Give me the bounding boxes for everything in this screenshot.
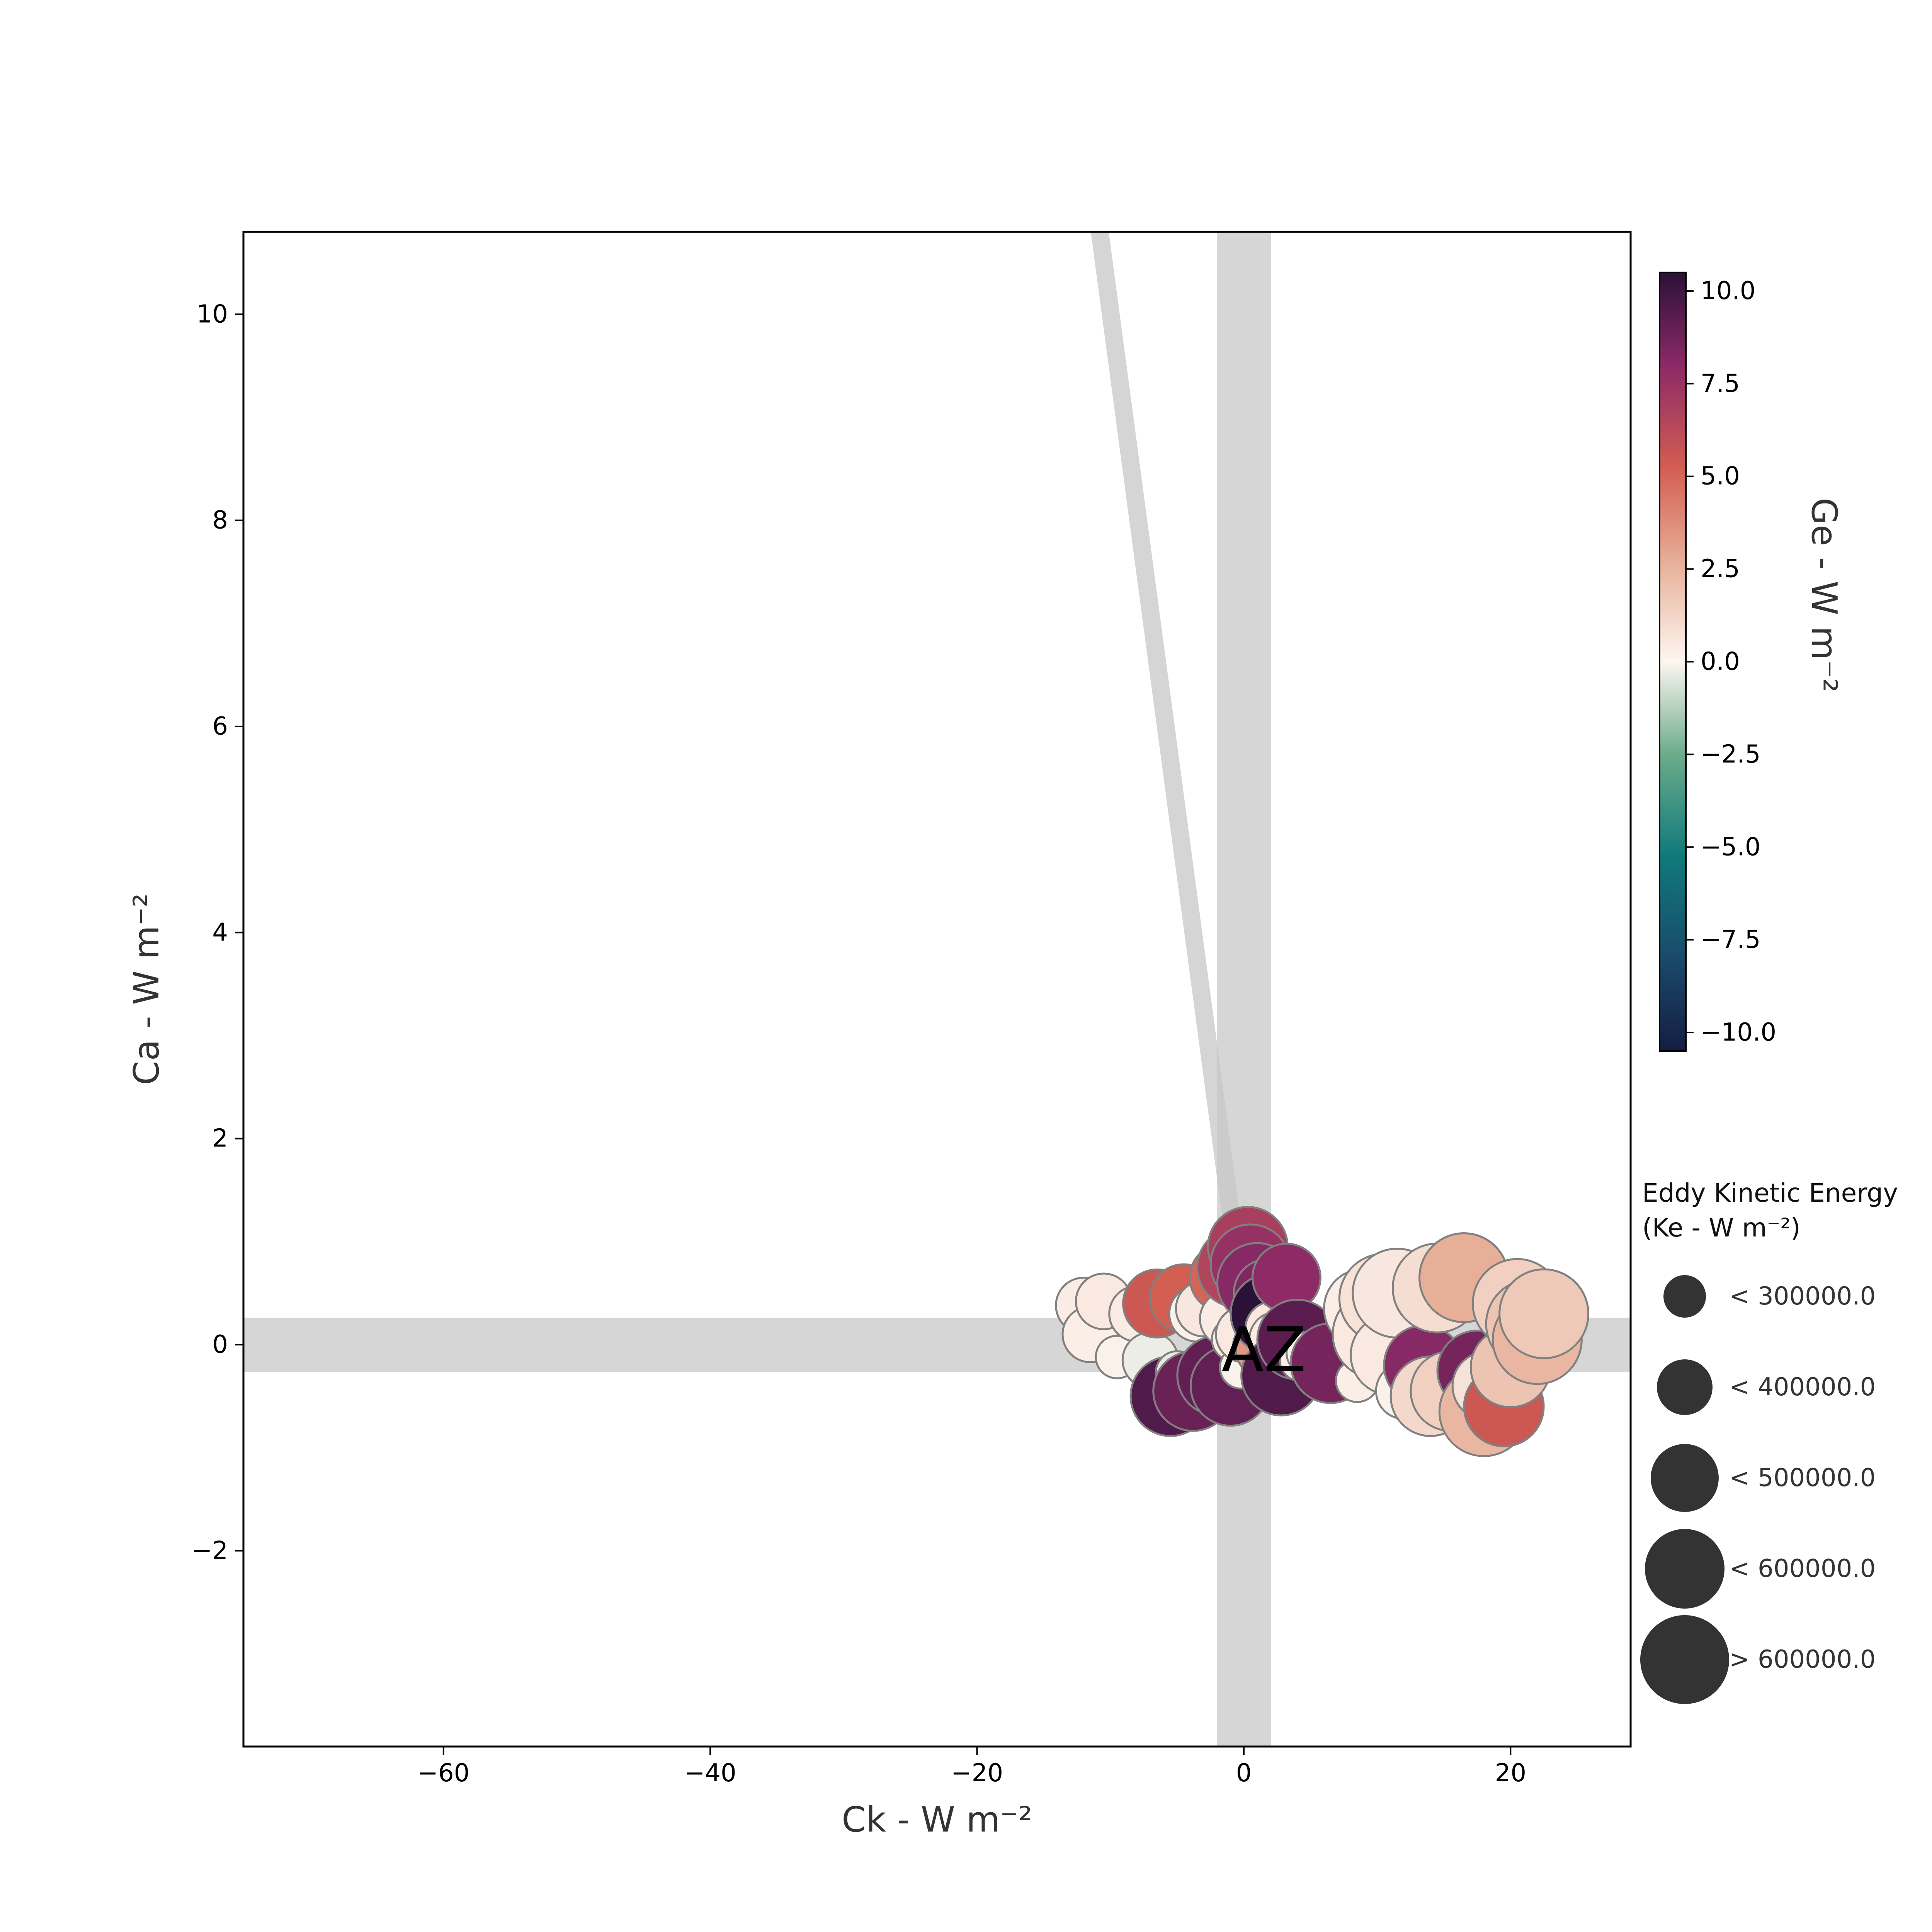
data-points [1055,1206,1590,1457]
colorbar-gradient [1659,272,1687,1052]
y-tick-label: 4 [212,918,228,947]
size-legend-label: < 500000.0 [1729,1464,1876,1492]
colorbar-tick-label: −5.0 [1701,833,1760,861]
x-tick-label: −20 [951,1759,1003,1787]
annotation-az: AZ [1221,1314,1306,1386]
size-legend-marker [1651,1444,1719,1512]
plot-frame [242,231,1632,1748]
colorbar-tick-label: −10.0 [1701,1018,1776,1047]
size-legend-label: < 400000.0 [1729,1373,1876,1401]
size-legend-marker [1657,1359,1713,1415]
plot-area: AZ [242,231,1632,1748]
y-axis: −2 0 2 4 6 8 10 [192,300,243,1565]
trend-line [1091,232,1242,1233]
vertical-zero-band [1216,232,1271,1747]
data-point [1498,1268,1590,1359]
y-tick-label: 0 [212,1330,228,1359]
colorbar-tick-label: −2.5 [1701,740,1760,769]
colorbar-tick-label: 10.0 [1701,277,1756,305]
size-legend-label: < 600000.0 [1729,1554,1876,1583]
size-legend-title: Eddy Kinetic Energy [1642,1178,1898,1208]
y-tick-label: 6 [212,712,228,741]
x-tick-label: 20 [1495,1759,1526,1787]
size-legend-label: > 600000.0 [1729,1645,1876,1674]
y-tick-label: 10 [197,300,228,328]
size-legend: Eddy Kinetic Energy (Ke - W m⁻²) < 30000… [1640,1178,1898,1704]
colorbar-ticks: 10.0 7.5 5.0 2.5 0.0 −2.5 −5.0 −7.5 −10.0 [1686,277,1776,1047]
colorbar-tick-label: 7.5 [1701,369,1740,398]
size-legend-marker [1645,1529,1725,1609]
size-legend-marker [1640,1615,1729,1704]
x-axis-label: Ck - W m⁻² [842,1799,1032,1840]
colorbar-tick-label: −7.5 [1701,925,1760,954]
y-tick-label: 8 [212,506,228,535]
colorbar-tick-label: 5.0 [1701,462,1740,491]
reference-bands [243,232,1631,1747]
size-legend-label: < 300000.0 [1729,1282,1876,1311]
x-axis: −60 −40 −20 0 20 [417,1747,1526,1787]
colorbar-label: Ge - W m⁻² [1804,498,1844,692]
y-tick-label: −2 [192,1536,228,1565]
colorbar-tick-label: 2.5 [1701,555,1740,583]
y-axis-label: Ca - W m⁻² [126,893,167,1085]
colorbar-tick-label: 0.0 [1701,648,1740,676]
size-legend-subtitle: (Ke - W m⁻²) [1642,1213,1801,1243]
colorbar: 10.0 7.5 5.0 2.5 0.0 −2.5 −5.0 −7.5 −10.0 Ge - W… [1659,272,1844,1052]
size-legend-entries: < 300000.0 < 400000.0 < 500000.0 < 600000.0… [1640,1275,1876,1704]
size-legend-marker [1663,1275,1706,1318]
x-tick-label: −40 [684,1759,736,1787]
x-tick-label: −60 [417,1759,469,1787]
x-tick-label: 0 [1236,1759,1252,1787]
y-tick-label: 2 [212,1124,228,1153]
